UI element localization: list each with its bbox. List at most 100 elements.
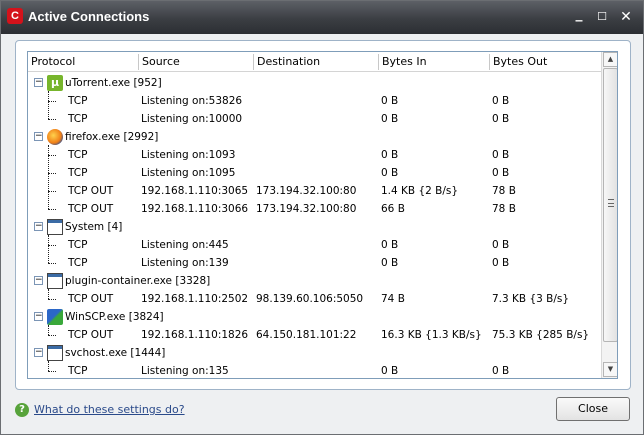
cell-protocol: TCP OUT — [68, 185, 114, 197]
connection-row[interactable]: TCP Listening on:135 0 B 0 B — [28, 362, 601, 378]
connection-row[interactable]: TCP Listening on:10000 0 B 0 B — [28, 110, 601, 128]
tree-connector — [48, 371, 56, 372]
collapse-toggle-icon[interactable]: − — [34, 275, 43, 285]
help-icon: ? — [15, 403, 29, 417]
connection-row[interactable]: TCP OUT 192.168.1.110:2502 98.139.60.106:5… — [28, 290, 601, 308]
window-title: Active Connections — [28, 9, 150, 24]
header-divider[interactable] — [138, 54, 139, 70]
scroll-up-arrow-icon[interactable]: ▲ — [603, 52, 617, 67]
tree-rows: − µ uTorrent.exe [952] TCP Listening on:5382… — [28, 74, 601, 378]
cell-bytes-out: 0 B — [492, 239, 510, 251]
cell-bytes-out: 0 B — [492, 167, 510, 179]
tree-branch-line — [48, 91, 49, 119]
maximize-icon[interactable]: ☐ — [597, 10, 607, 23]
tree-connector — [48, 155, 56, 156]
header-divider[interactable] — [489, 54, 490, 70]
cell-source: Listening on:135 — [141, 365, 229, 377]
process-name: plugin-container.exe [3328] — [65, 275, 211, 287]
cell-source: Listening on:1093 — [141, 149, 236, 161]
connection-row[interactable]: TCP OUT 192.168.1.110:1826 64.150.181.101:… — [28, 326, 601, 344]
tree-connector — [48, 209, 56, 210]
tree-connector — [48, 245, 56, 246]
cell-source: 192.168.1.110:3065 — [141, 185, 249, 197]
cell-bytes-in: 0 B — [381, 365, 399, 377]
system-window-icon — [47, 219, 63, 235]
cell-protocol: TCP OUT — [68, 329, 114, 341]
cell-bytes-in: 0 B — [381, 239, 399, 251]
tree-branch-line — [48, 289, 49, 299]
scroll-down-arrow-icon[interactable]: ▼ — [603, 362, 617, 377]
connection-row[interactable]: TCP Listening on:1095 0 B 0 B — [28, 164, 601, 182]
tree-branch-line — [48, 325, 49, 335]
cell-bytes-in: 0 B — [381, 113, 399, 125]
collapse-toggle-icon[interactable]: − — [34, 77, 43, 87]
process-name: WinSCP.exe [3824] — [65, 311, 164, 323]
cell-protocol: TCP — [68, 95, 88, 107]
cell-destination: 64.150.181.101:22 — [256, 329, 357, 341]
column-header: Protocol Source Destination Bytes In Byt… — [28, 52, 601, 72]
cell-protocol: TCP — [68, 257, 88, 269]
cell-bytes-out: 78 B — [492, 203, 516, 215]
close-icon[interactable]: ✕ — [620, 9, 632, 25]
header-bytes-in[interactable]: Bytes In — [382, 55, 427, 68]
scroll-thumb[interactable] — [603, 68, 617, 342]
cell-source: Listening on:53826 — [141, 95, 243, 107]
cell-bytes-out: 0 B — [492, 113, 510, 125]
header-bytes-out[interactable]: Bytes Out — [493, 55, 548, 68]
cell-protocol: TCP — [68, 239, 88, 251]
tree-branch-line — [48, 235, 49, 263]
cell-source: Listening on:139 — [141, 257, 229, 269]
cell-bytes-in: 16.3 KB {1.3 KB/s} — [381, 329, 482, 341]
tree-branch-line — [48, 145, 49, 209]
connection-row[interactable]: TCP Listening on:53826 0 B 0 B — [28, 92, 601, 110]
cell-protocol: TCP OUT — [68, 203, 114, 215]
svchost-window-icon — [47, 345, 63, 361]
cell-bytes-in: 74 B — [381, 293, 405, 305]
cell-bytes-in: 1.4 KB {2 B/s} — [381, 185, 459, 197]
cell-bytes-out: 75.3 KB {285 B/s} — [492, 329, 590, 341]
process-row[interactable]: − svchost.exe [1444] — [28, 344, 601, 362]
cell-protocol: TCP OUT — [68, 293, 114, 305]
header-source[interactable]: Source — [142, 55, 180, 68]
header-divider[interactable] — [378, 54, 379, 70]
connection-row[interactable]: TCP Listening on:139 0 B 0 B — [28, 254, 601, 272]
cell-destination: 173.194.32.100:80 — [256, 203, 357, 215]
tree-connector — [48, 191, 56, 192]
process-row[interactable]: − plugin-container.exe [3328] — [28, 272, 601, 290]
collapse-toggle-icon[interactable]: − — [34, 131, 43, 141]
vertical-scrollbar[interactable]: ▲ ▼ — [601, 52, 617, 378]
help-link[interactable]: What do these settings do? — [34, 403, 185, 416]
cell-protocol: TCP — [68, 365, 88, 377]
cell-bytes-out: 0 B — [492, 365, 510, 377]
cell-source: 192.168.1.110:2502 — [141, 293, 249, 305]
cell-bytes-in: 66 B — [381, 203, 405, 215]
connection-row[interactable]: TCP Listening on:1093 0 B 0 B — [28, 146, 601, 164]
connection-row[interactable]: TCP OUT 192.168.1.110:3066 173.194.32.100:… — [28, 200, 601, 218]
close-button[interactable]: Close — [556, 397, 630, 421]
process-name: System [4] — [65, 221, 123, 233]
process-row[interactable]: − µ uTorrent.exe [952] — [28, 74, 601, 92]
header-divider[interactable] — [253, 54, 254, 70]
minimize-icon[interactable]: _ — [575, 6, 583, 22]
process-row[interactable]: − firefox.exe [2992] — [28, 128, 601, 146]
header-destination[interactable]: Destination — [257, 55, 321, 68]
title-bar[interactable]: C Active Connections _ ☐ ✕ — [1, 1, 643, 34]
collapse-toggle-icon[interactable]: − — [34, 347, 43, 357]
connections-list[interactable]: Protocol Source Destination Bytes In Byt… — [27, 51, 618, 379]
cell-source: Listening on:445 — [141, 239, 229, 251]
process-row[interactable]: − System [4] — [28, 218, 601, 236]
grip-icon — [608, 199, 614, 207]
collapse-toggle-icon[interactable]: − — [34, 311, 43, 321]
collapse-toggle-icon[interactable]: − — [34, 221, 43, 231]
cell-bytes-in: 0 B — [381, 95, 399, 107]
cell-bytes-in: 0 B — [381, 167, 399, 179]
comodo-logo-icon: C — [7, 8, 23, 24]
cell-bytes-out: 0 B — [492, 257, 510, 269]
cell-source: Listening on:1095 — [141, 167, 236, 179]
header-protocol[interactable]: Protocol — [31, 55, 76, 68]
process-name: svchost.exe [1444] — [65, 347, 166, 359]
connection-row[interactable]: TCP Listening on:445 0 B 0 B — [28, 236, 601, 254]
connection-row[interactable]: TCP OUT 192.168.1.110:3065 173.194.32.100:… — [28, 182, 601, 200]
process-row[interactable]: − WinSCP.exe [3824] — [28, 308, 601, 326]
